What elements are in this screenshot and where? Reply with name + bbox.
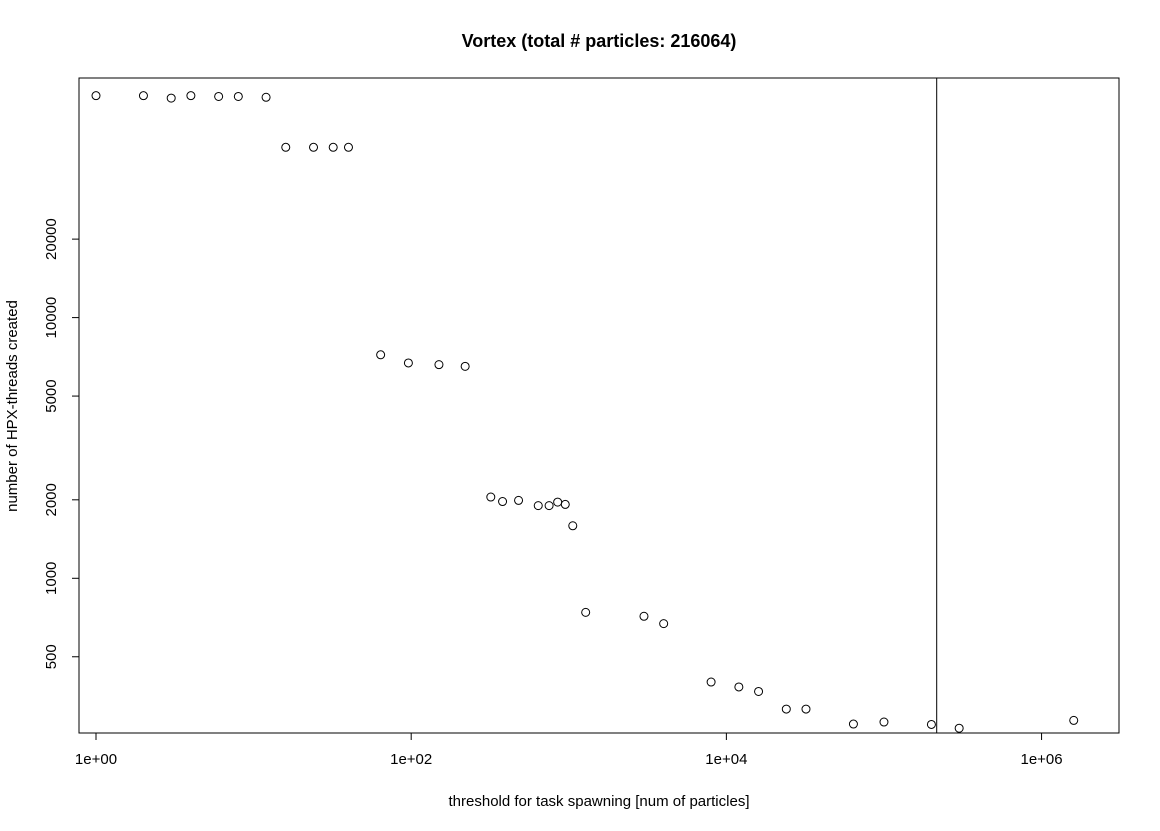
- y-axis-label: number of HPX-threads created: [4, 300, 21, 512]
- data-point: [261, 92, 271, 102]
- x-axis: 1e+00 1e+02 1e+04 1e+06: [75, 732, 1063, 768]
- data-point: [486, 492, 496, 502]
- x-axis-label: threshold for task spawning [num of part…: [449, 793, 750, 810]
- data-point: [186, 91, 196, 101]
- data-point: [544, 501, 554, 511]
- x-tick-label: 1e+04: [705, 751, 747, 768]
- data-point: [926, 719, 936, 729]
- data-point: [281, 142, 291, 152]
- data-point: [403, 358, 413, 368]
- y-tick-label: 20000: [43, 218, 60, 260]
- y-tick-label: 10000: [43, 297, 60, 339]
- data-point: [376, 350, 386, 360]
- y-axis: 500 1000 2000 5000 10000 20000: [43, 218, 80, 669]
- y-tick-label: 2000: [43, 483, 60, 516]
- data-point: [434, 360, 444, 370]
- data-point: [639, 611, 649, 621]
- y-tick-label: 500: [43, 644, 60, 669]
- data-point: [581, 607, 591, 617]
- data-point: [328, 142, 338, 152]
- data-point: [138, 91, 148, 101]
- data-point: [343, 142, 353, 152]
- data-point: [309, 142, 319, 152]
- y-tick-label: 5000: [43, 379, 60, 412]
- data-point: [498, 497, 508, 507]
- x-tick-label: 1e+02: [390, 751, 432, 768]
- data-point: [568, 521, 578, 531]
- data-point: [91, 91, 101, 101]
- data-point: [801, 704, 811, 714]
- x-tick-label: 1e+06: [1020, 751, 1062, 768]
- plot-frame: [78, 77, 1120, 734]
- data-point: [553, 497, 563, 507]
- data-point: [1069, 715, 1079, 725]
- data-point: [879, 717, 889, 727]
- data-point: [460, 361, 470, 371]
- chart-title: Vortex (total # particles: 216064): [462, 31, 737, 51]
- data-point: [754, 686, 764, 696]
- data-point: [659, 619, 669, 629]
- data-point: [734, 682, 744, 692]
- y-tick-label: 1000: [43, 562, 60, 595]
- points-layer: [91, 91, 1079, 733]
- data-point: [166, 93, 176, 103]
- data-point: [560, 499, 570, 509]
- data-point: [848, 719, 858, 729]
- x-tick-label: 1e+00: [75, 751, 117, 768]
- data-point: [233, 91, 243, 101]
- data-point: [954, 723, 964, 733]
- data-point: [706, 677, 716, 687]
- data-point: [533, 501, 543, 511]
- data-point: [514, 495, 524, 505]
- data-point: [781, 704, 791, 714]
- data-point: [214, 91, 224, 101]
